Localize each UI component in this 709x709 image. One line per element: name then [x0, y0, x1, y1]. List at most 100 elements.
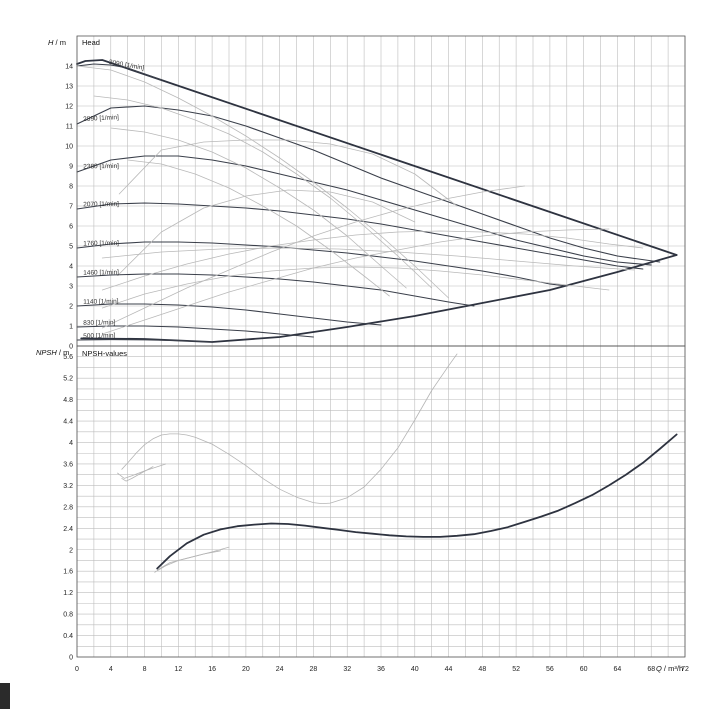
head-y-tick-label: 9 — [69, 164, 73, 171]
speed-label: 1140 [1/min] — [83, 298, 119, 306]
npsh-faint-curve — [117, 463, 167, 479]
q-x-tick-label: 40 — [411, 666, 419, 673]
npsh-y-tick-label: 2.8 — [63, 504, 73, 511]
npsh-y-tick-label: 0.4 — [63, 633, 73, 640]
q-x-tick-label: 8 — [143, 666, 147, 673]
q-x-tick-label: 32 — [343, 666, 351, 673]
npsh-curves — [117, 353, 678, 573]
q-x-tick-label: 28 — [310, 666, 318, 673]
q-x-tick-label: 52 — [512, 666, 520, 673]
speed-curve — [76, 63, 162, 81]
npsh-y-tick-label: 0 — [69, 655, 73, 662]
npsh-y-unit: m — [63, 348, 69, 357]
efficiency-curve — [93, 95, 433, 289]
q-x-tick-label: 24 — [276, 666, 284, 673]
q-x-tick-label: 60 — [580, 666, 588, 673]
q-x-tick-label: 44 — [445, 666, 453, 673]
head-y-tick-label: 2 — [69, 304, 73, 311]
npsh-y-tick-label: 4.4 — [63, 419, 73, 426]
speed-curve — [76, 273, 475, 307]
speed-label: 2070 [1/min] — [83, 201, 119, 209]
head-panel-title: Head — [82, 38, 100, 47]
speed-label: 2890 [1/min] — [83, 114, 119, 123]
efficiency-curve — [101, 247, 635, 271]
npsh-y-tick-label: 0.8 — [63, 612, 73, 619]
npsh-y-tick-label: 3.2 — [63, 483, 73, 490]
speed-label: 1460 [1/min] — [83, 269, 119, 277]
speed-labels: 3090 [1/min] 2890 [1/min] 2380 [1/min] 2070… — [83, 59, 145, 340]
envelope-curve — [76, 59, 678, 256]
npsh-faint-curve — [121, 353, 458, 504]
npsh-y-axis-label: NPSH / m — [36, 348, 69, 357]
efficiency-curve — [127, 159, 390, 297]
head-y-unit: m — [60, 38, 66, 47]
npsh-y-tick-label: 4 — [69, 440, 73, 447]
efficiency-curve — [118, 139, 458, 207]
npsh-y-tick-label: 2 — [69, 547, 73, 554]
head-y-tick-label: 14 — [65, 64, 73, 71]
speed-label: 3090 [1/min] — [108, 59, 145, 72]
npsh-y-var: NPSH — [36, 348, 57, 357]
npsh-y-tick-label: 4.8 — [63, 397, 73, 404]
q-x-tick-label: 16 — [208, 666, 216, 673]
q-x-tick-labels: 0 4 8 12 16 20 24 28 32 36 40 44 48 52 56 60 64 68 72 — [75, 666, 689, 673]
head-y-tick-label: 5 — [69, 244, 73, 251]
npsh-y-tick-labels: 0 0.4 0.8 1.2 1.6 2 2.4 2.8 3.2 3.6 4 4.4 4.8 5.2 5.6 — [63, 354, 73, 661]
speed-curve — [76, 105, 661, 263]
q-x-tick-label: 68 — [647, 666, 655, 673]
q-x-axis-label: Q / m³/h — [656, 664, 683, 673]
speed-curve — [76, 303, 382, 326]
q-x-unit: m³/h — [668, 664, 683, 673]
head-y-tick-label: 1 — [69, 324, 73, 331]
head-y-tick-label: 12 — [65, 104, 73, 111]
q-x-tick-label: 4 — [109, 666, 113, 673]
efficiency-curve — [101, 230, 644, 291]
npsh-faint-curve — [156, 550, 221, 571]
q-x-tick-label: 36 — [377, 666, 385, 673]
speed-label: 500 [1/min] — [83, 332, 115, 340]
efficiency-curve — [110, 127, 407, 289]
head-y-tick-label: 13 — [65, 84, 73, 91]
head-y-tick-label: 10 — [65, 144, 73, 151]
efficiency-curve — [118, 189, 416, 275]
npsh-plot-frame — [76, 345, 686, 658]
npsh-y-tick-label: 1.6 — [63, 569, 73, 576]
head-y-tick-label: 3 — [69, 284, 73, 291]
head-y-tick-label: 4 — [69, 264, 73, 271]
speed-curve — [76, 202, 644, 270]
q-x-tick-label: 48 — [478, 666, 486, 673]
q-x-tick-label: 20 — [242, 666, 250, 673]
q-x-tick-label: 64 — [614, 666, 622, 673]
efficiency-curve — [76, 65, 449, 299]
npsh-main-curve — [156, 433, 678, 570]
q-x-var: Q — [656, 664, 662, 673]
speed-curve — [76, 155, 652, 266]
head-curves — [76, 59, 678, 343]
efficiency-curve — [101, 266, 610, 309]
efficiency-curve — [101, 228, 610, 335]
q-x-tick-label: 12 — [174, 666, 182, 673]
speed-label: 830 [1/min] — [83, 319, 115, 327]
npsh-panel-title: NPSH-values — [82, 349, 127, 358]
speed-label: 1760 [1/min] — [83, 240, 119, 248]
head-y-tick-label: 11 — [66, 124, 73, 131]
head-y-tick-label: 6 — [69, 224, 73, 231]
head-y-tick-label: 7 — [69, 204, 73, 211]
efficiency-curve — [101, 185, 525, 329]
head-y-tick-label: 8 — [69, 184, 73, 191]
head-y-axis-label: H / m — [48, 38, 66, 47]
head-y-var: H — [48, 38, 54, 47]
npsh-y-tick-label: 3.6 — [63, 461, 73, 468]
npsh-y-tick-label: 5.2 — [63, 376, 73, 383]
speed-curve — [76, 339, 213, 343]
npsh-grid — [76, 345, 686, 658]
npsh-y-tick-label: 5.6 — [63, 354, 73, 361]
q-x-tick-label: 56 — [546, 666, 554, 673]
npsh-y-tick-label: 1.2 — [63, 590, 73, 597]
head-y-tick-label: 0 — [69, 344, 73, 351]
q-x-tick-label: 0 — [75, 666, 79, 673]
q-x-tick-label: 72 — [681, 666, 689, 673]
speed-curve — [76, 241, 568, 287]
